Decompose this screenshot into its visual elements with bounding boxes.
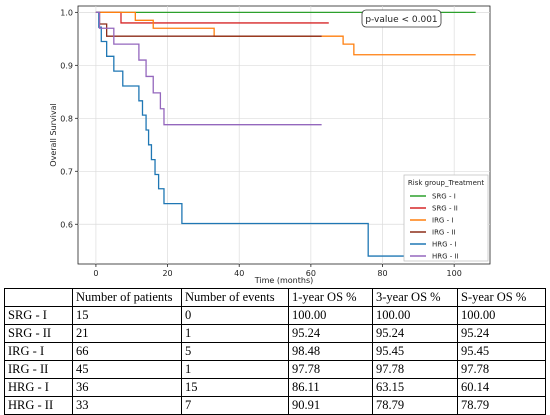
events-cell: 5: [181, 342, 289, 361]
y-axis-label: Overall Survival: [49, 103, 58, 166]
legend-entry: SRG - I: [432, 193, 456, 201]
table-row: SRG - I 15 0 100.00 100.00 100.00: [4, 306, 546, 325]
os-3y-cell: 100.00: [372, 306, 458, 325]
p-value-annotation: p-value < 0.001: [361, 9, 442, 28]
table-row: IRG - I 66 5 98.48 95.45 95.45: [4, 342, 546, 361]
series-line: [95, 11, 322, 126]
legend-entry: IRG - II: [432, 229, 455, 237]
os-5y-cell: 60.14: [457, 378, 546, 397]
os-5y-cell: 95.24: [457, 324, 546, 343]
legend-entry: HRG - I: [432, 241, 457, 249]
legend-entry: HRG - II: [432, 253, 459, 261]
os-1y-cell: 98.48: [288, 342, 373, 361]
table-row: HRG - II 33 7 90.91 78.79 78.79: [4, 396, 546, 415]
os-5y-cell: 95.45: [457, 342, 546, 361]
y-tick-label: 0.6: [60, 220, 73, 229]
y-tick-label: 0.9: [60, 61, 73, 70]
x-axis-label: Time (months): [254, 276, 314, 285]
series-line: [95, 11, 437, 257]
group-cell: SRG - II: [4, 324, 73, 343]
legend: Risk group_Treatment SRG - I SRG - II IRG …: [403, 174, 489, 262]
y-tick-label: 0.8: [60, 114, 73, 123]
os-1y-cell: 97.78: [288, 360, 373, 379]
x-axis-ticks: 0 20 40 60 80 100: [93, 264, 462, 278]
legend-entry: IRG - I: [432, 217, 453, 225]
x-tick-label: 100: [447, 269, 462, 278]
group-cell: HRG - II: [4, 396, 73, 415]
patients-cell: 36: [72, 378, 182, 397]
os-1y-cell: 86.11: [288, 378, 373, 397]
events-cell: 1: [181, 360, 289, 379]
patients-cell: 33: [72, 396, 182, 415]
os-3y-cell: 95.24: [372, 324, 458, 343]
os-3y-cell: 95.45: [372, 342, 458, 361]
x-tick-label: 0: [93, 269, 98, 278]
legend-title: Risk group_Treatment: [408, 179, 484, 187]
x-tick-label: 20: [162, 269, 172, 278]
events-cell: 0: [181, 306, 289, 325]
series-line: [95, 11, 476, 56]
patients-cell: 21: [72, 324, 182, 343]
table-header-cell: 3-year OS %: [372, 288, 458, 307]
patients-cell: 15: [72, 306, 182, 325]
os-5y-cell: 100.00: [457, 306, 546, 325]
table-header-cell: Number of patients: [72, 288, 182, 307]
group-cell: IRG - II: [4, 360, 73, 379]
table-row: HRG - I 36 15 86.11 63.15 60.14: [4, 378, 546, 397]
group-cell: SRG - I: [4, 306, 73, 325]
x-tick-label: 40: [234, 269, 244, 278]
patients-cell: 45: [72, 360, 182, 379]
survival-curves: [95, 11, 476, 257]
os-5y-cell: 97.78: [457, 360, 546, 379]
y-axis-ticks: 0.6 0.7 0.8 0.9 1.0: [60, 8, 78, 229]
table-row: IRG - II 45 1 97.78 97.78 97.78: [4, 360, 546, 379]
events-cell: 7: [181, 396, 289, 415]
table-header-cell: [4, 288, 73, 307]
table-header-row: Number of patients Number of events 1-ye…: [4, 288, 546, 307]
table-header-cell: Number of events: [181, 288, 289, 307]
group-cell: IRG - I: [4, 342, 73, 361]
os-1y-cell: 95.24: [288, 324, 373, 343]
y-tick-label: 0.7: [60, 167, 73, 176]
p-value-box: [361, 9, 442, 28]
events-cell: 1: [181, 324, 289, 343]
table-header-cell: 1-year OS %: [288, 288, 373, 307]
table-header-cell: S-year OS %: [457, 288, 546, 307]
legend-entry: SRG - II: [432, 205, 458, 213]
os-1y-cell: 90.91: [288, 396, 373, 415]
x-tick-label: 60: [306, 269, 316, 278]
x-tick-label: 80: [377, 269, 387, 278]
os-1y-cell: 100.00: [288, 306, 373, 325]
y-tick-label: 1.0: [60, 8, 73, 17]
patients-cell: 66: [72, 342, 182, 361]
table-row: SRG - II 21 1 95.24 95.24 95.24: [4, 324, 546, 343]
os-summary-table: Number of patients Number of events 1-ye…: [4, 288, 546, 415]
survival-chart: 0 20 40 60 80 100 0.6 0.7 0.8 0.9 1.0 Time (month…: [49, 5, 491, 285]
os-3y-cell: 97.78: [372, 360, 458, 379]
events-cell: 15: [181, 378, 289, 397]
p-value-text: p-value < 0.001: [365, 15, 437, 25]
group-cell: HRG - I: [4, 378, 73, 397]
os-3y-cell: 63.15: [372, 378, 458, 397]
legend-box: [403, 174, 489, 262]
os-5y-cell: 78.79: [457, 396, 546, 415]
os-3y-cell: 78.79: [372, 396, 458, 415]
